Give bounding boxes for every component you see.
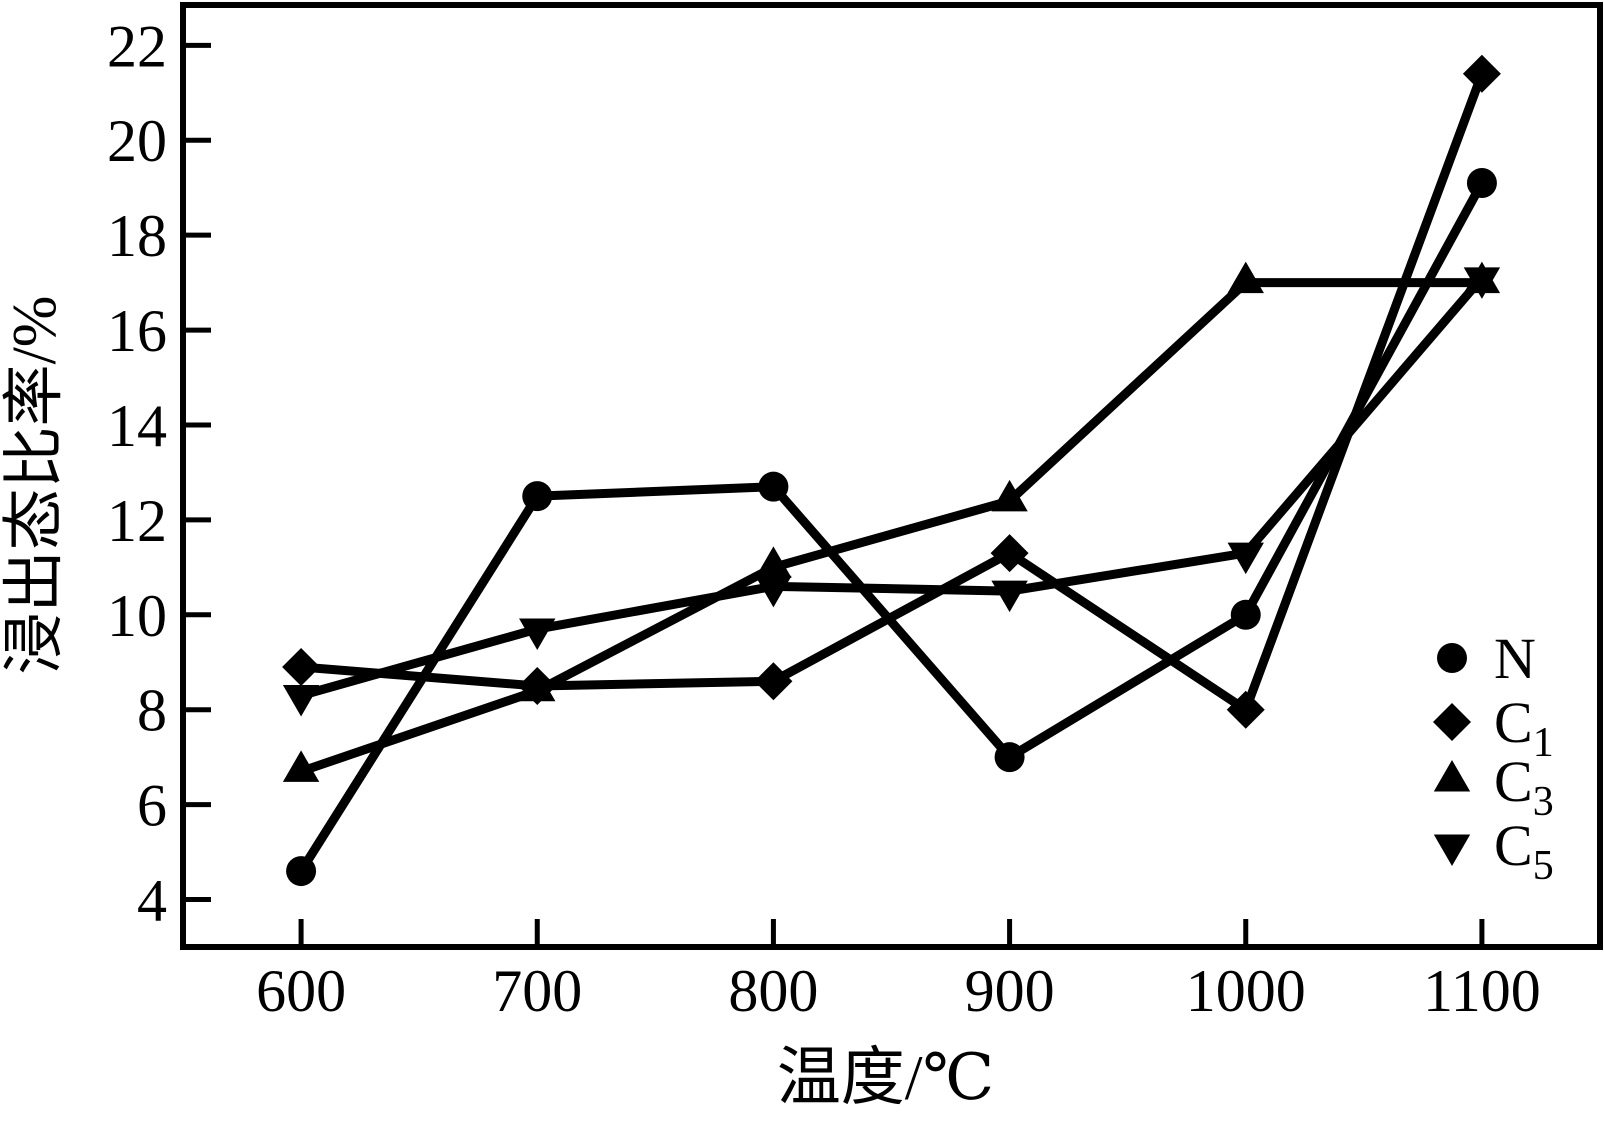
data-point-C3-800 [755,546,792,578]
y-tick-label: 20 [107,108,167,174]
y-tick-label: 6 [137,773,167,839]
y-tick-label: 4 [137,868,167,934]
series-line-C5 [296,273,1487,700]
data-point-C5-900 [991,580,1028,613]
plot-frame [180,2,1603,950]
y-tick-label: 8 [137,678,167,744]
x-tick-label: 1000 [1186,958,1306,1024]
data-point-C1-1000 [1226,690,1265,729]
data-point-C1-1100 [1462,54,1501,93]
legend-marker-triangle-up-icon [1433,760,1471,792]
legend-marker-diamond-icon [1433,703,1471,741]
data-point-C1-600 [282,648,321,687]
x-tick-label: 600 [256,958,346,1024]
data-point-C3-1000 [1227,261,1264,294]
data-point-N-600 [286,856,317,887]
data-point-C3-700 [519,669,556,702]
y-tick-label: 22 [107,13,167,79]
data-point-C1-800 [754,662,793,701]
y-axis: 4 6 8 10 12 14 16 18 20 22 [107,13,211,934]
legend-item-C1: C1 [1433,690,1554,766]
series-line-C3 [296,278,1487,776]
y-tick-label: 14 [107,393,167,459]
x-axis-title: 温度/℃ [777,1042,994,1113]
data-point-C5-700 [519,618,556,651]
legend-label-C3: C3 [1494,749,1554,825]
y-tick-label: 10 [107,583,167,649]
x-tick-label: 700 [492,958,582,1024]
legend-marker-circle-icon [1437,643,1467,673]
series-line-C1 [296,69,1487,715]
x-tick-label: 900 [965,958,1055,1024]
legend-item-C3: C3 [1433,749,1554,825]
data-point-C5-1000 [1227,542,1264,575]
legend-marker-triangle-down-icon [1433,834,1471,866]
data-point-N-900 [994,742,1025,773]
data-point-C3-900 [991,479,1028,512]
legend-label-C5: C5 [1494,813,1554,889]
data-point-C3-600 [282,750,320,782]
y-tick-label: 18 [107,203,167,269]
data-point-C5-1100 [1463,267,1501,299]
data-point-N-700 [522,481,553,512]
legend-label-C1: C1 [1494,690,1554,766]
data-point-N-1100 [1466,167,1497,198]
y-tick-label: 12 [107,488,167,554]
legend-item-N: N [1437,626,1536,691]
x-tick-label: 1100 [1423,958,1541,1024]
x-axis: 600 700 800 900 1000 1100 [256,919,1541,1024]
data-point-N-800 [758,471,789,502]
x-tick-label: 800 [728,958,818,1024]
data-point-N-1000 [1230,599,1261,630]
data-point-C1-900 [990,534,1029,573]
legend-label-N: N [1494,626,1536,691]
data-point-C5-800 [755,575,792,608]
y-axis-title: 浸出态比率/% [1,296,69,675]
legend-item-C5: C5 [1433,813,1554,889]
data-point-C5-600 [282,684,320,717]
series-C5 [282,267,1501,717]
y-tick-label: 16 [107,298,167,364]
